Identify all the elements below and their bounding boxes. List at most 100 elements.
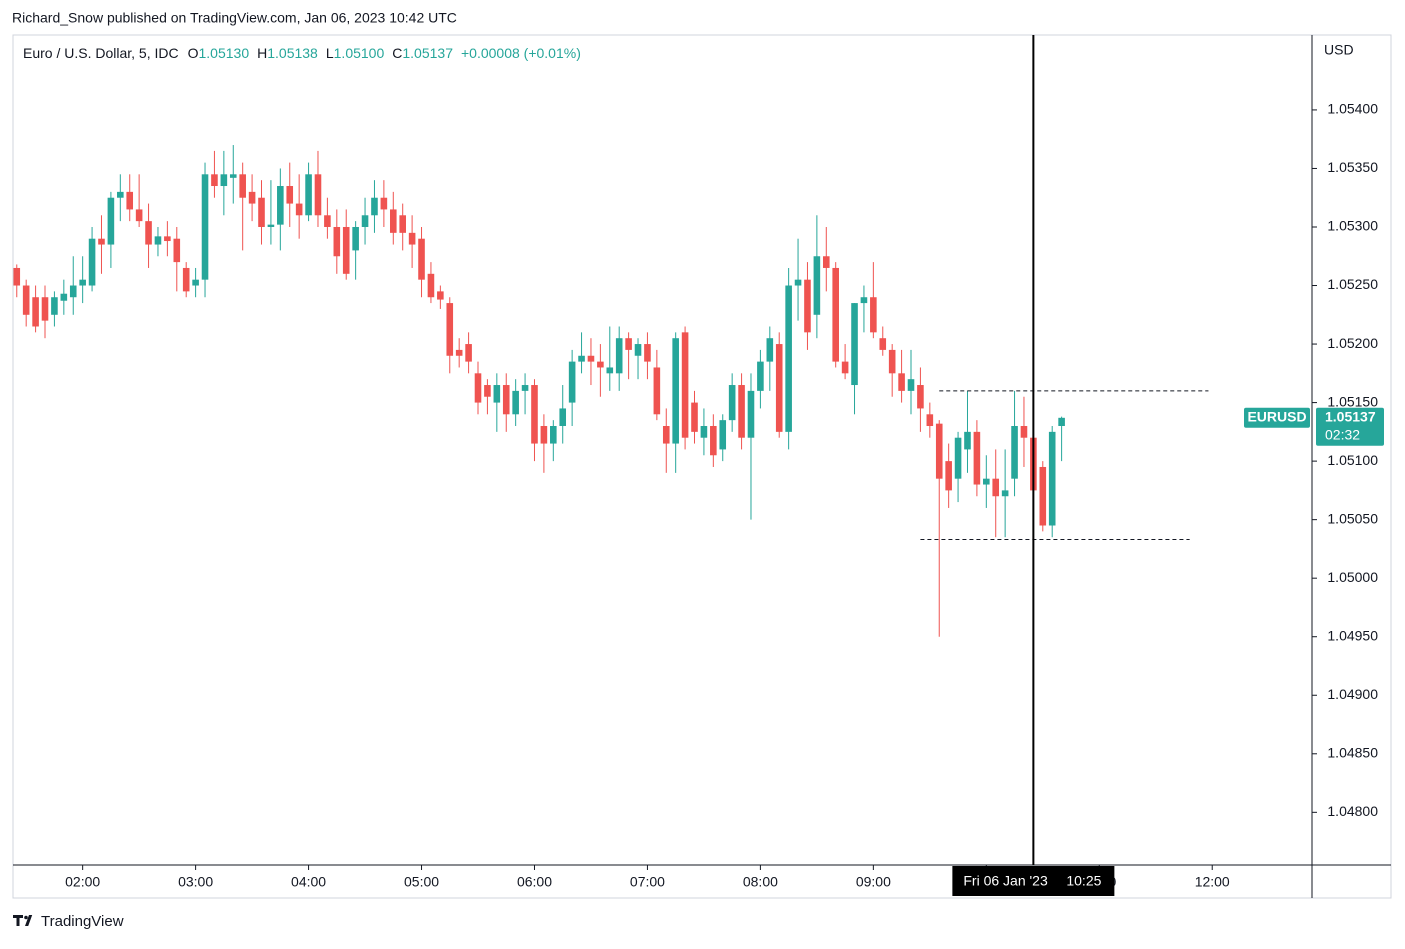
candle-body [935, 423, 943, 479]
candle-body [1001, 490, 1009, 497]
candle-body [277, 186, 284, 225]
candle-body [324, 215, 331, 227]
candle-body [258, 197, 265, 227]
candle-body [700, 426, 708, 438]
candle-body [550, 426, 557, 444]
y-tick-label: 1.04850 [1327, 744, 1378, 760]
candle-body [201, 174, 209, 280]
candle-body [1011, 426, 1018, 479]
candle-body [164, 236, 171, 242]
candle-body [634, 344, 642, 356]
candle-body [333, 226, 341, 257]
candle-body [785, 285, 792, 432]
candle-body [51, 297, 58, 315]
candle-body [531, 385, 538, 444]
candle-body [775, 344, 783, 432]
brand-name: TradingView [41, 913, 124, 930]
candle-body [22, 285, 30, 315]
candle-body [502, 385, 510, 415]
candle-body [1039, 466, 1047, 526]
candle-body [145, 221, 152, 245]
candle-body [1058, 417, 1065, 427]
candle-body [615, 338, 623, 374]
candle-body [380, 197, 388, 210]
candle-body [710, 426, 717, 456]
candle-body [474, 373, 482, 403]
candle-body [107, 197, 115, 245]
candle-body [521, 385, 529, 391]
candle-body [389, 209, 397, 233]
candle-body [220, 174, 228, 187]
candle-body [578, 355, 585, 362]
currency-label: USD [1324, 42, 1354, 58]
candle-body [672, 338, 679, 444]
candle-body [305, 174, 312, 216]
candle-body [757, 361, 764, 391]
y-tick-label: 1.05400 [1327, 101, 1378, 117]
y-tick-label: 1.04900 [1327, 686, 1378, 702]
candle-body [408, 232, 416, 245]
candle-body [662, 426, 670, 444]
symbol-tag: EURUSD [1247, 409, 1306, 425]
candle-body [117, 191, 124, 198]
y-tick-label: 1.05300 [1327, 218, 1378, 234]
ohlc-value: 1.05130 [199, 45, 250, 61]
candle-body [493, 385, 501, 403]
y-tick-label: 1.05150 [1327, 393, 1378, 409]
candle-body [295, 203, 303, 216]
candle-body [135, 209, 143, 222]
candle-body [738, 385, 745, 438]
candle-body [79, 279, 86, 286]
candle-body [286, 186, 294, 204]
x-tick-label: 02:00 [65, 874, 100, 890]
candle-body [465, 344, 472, 362]
candle-body [907, 379, 915, 391]
x-tick-label: 06:00 [517, 874, 552, 890]
candle-body [747, 390, 755, 438]
last-price: 1.05137 [1325, 409, 1376, 425]
candle-body [898, 373, 905, 391]
candle-body [587, 355, 595, 362]
candle-body [653, 367, 661, 415]
candle-body [13, 267, 21, 286]
candle-body [945, 461, 952, 491]
x-tick-label: 09:00 [856, 874, 891, 890]
candle-body [229, 174, 237, 178]
candle-body [879, 338, 887, 350]
candle-body [860, 297, 868, 304]
candle-body [964, 431, 971, 450]
candle-body [728, 385, 736, 421]
ohlc-value: 1.05100 [334, 45, 385, 61]
y-tick-label: 1.05100 [1327, 452, 1378, 468]
candle-body [484, 385, 491, 397]
candle-body [418, 238, 425, 280]
candle-body [540, 426, 548, 444]
countdown: 02:32 [1325, 427, 1360, 443]
candle-body [841, 361, 849, 374]
candle-body [851, 303, 858, 386]
x-tick-label: 03:00 [178, 874, 213, 890]
x-tick-label: 04:00 [291, 874, 326, 890]
candle-body [182, 267, 190, 292]
candle-body [98, 238, 105, 245]
candle-body [568, 361, 576, 403]
logo-icon [13, 915, 33, 926]
tradingview-logo: TradingView [13, 913, 124, 930]
crosshair-date: Fri 06 Jan '23 [963, 873, 1048, 889]
candle-body [239, 174, 246, 198]
candle-body [248, 191, 256, 204]
publisher-line: Richard_Snow published on TradingView.co… [12, 10, 457, 26]
candle-body [437, 291, 444, 300]
candle-body [691, 402, 698, 432]
chart-title: Euro / U.S. Dollar, 5, IDC [23, 45, 179, 61]
candle-body [766, 338, 774, 362]
candle-body [192, 279, 199, 286]
candle-body [870, 297, 877, 333]
symbol-header: Euro / U.S. Dollar, 5, IDC O1.05130 H1.051… [23, 45, 581, 61]
candle-body [512, 390, 519, 415]
candle-body [888, 349, 896, 374]
ohlc-value: 1.05138 [267, 45, 318, 61]
y-tick-label: 1.05000 [1327, 569, 1378, 585]
